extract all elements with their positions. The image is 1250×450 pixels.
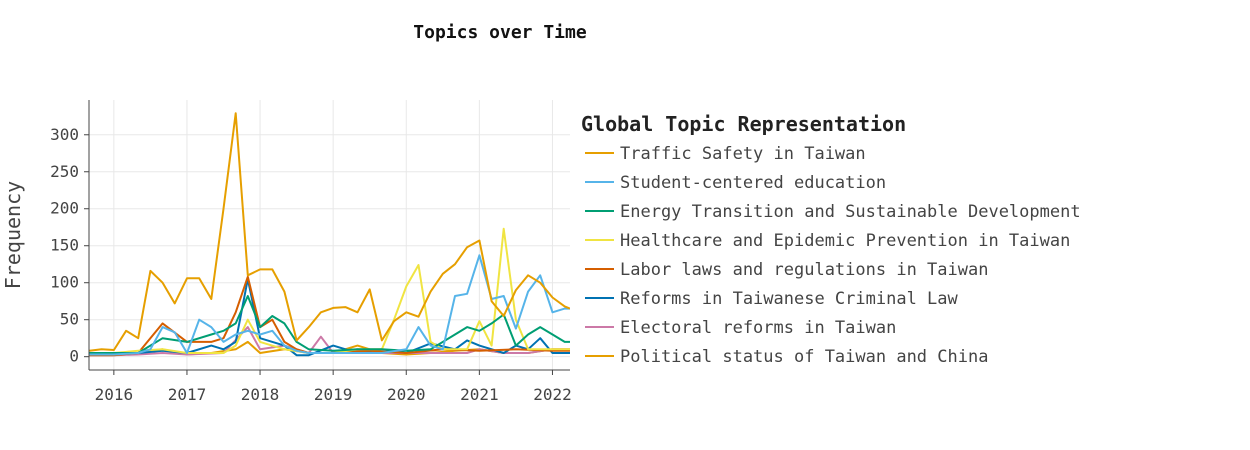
y-tick-label: 300 — [50, 125, 79, 144]
y-tick-label: 150 — [50, 236, 79, 255]
legend-label-student-centered-education: Student-centered education — [620, 173, 886, 193]
y-axis-label: Frequency — [1, 181, 25, 289]
grid — [89, 100, 570, 370]
x-tick-label: 2022 — [533, 385, 572, 404]
legend-label-energy-transition-and-sustainable-development: Energy Transition and Sustainable Develo… — [620, 202, 1081, 222]
chart-title: Topics over Time — [413, 22, 587, 43]
y-tick-label: 100 — [50, 273, 79, 292]
y-tick-label: 50 — [60, 310, 79, 329]
legend-label-political-status-of-taiwan-and-china: Political status of Taiwan and China — [620, 347, 988, 367]
x-tick-label: 2021 — [460, 385, 499, 404]
series-line-traffic-safety-in-taiwan — [89, 112, 570, 352]
series-line-reforms-in-taiwanese-criminal-law — [89, 278, 570, 357]
legend-label-reforms-in-taiwanese-criminal-law: Reforms in Taiwanese Criminal Law — [620, 289, 959, 309]
series-line-energy-transition-and-sustainable-development — [89, 295, 570, 354]
y-ticks: 0 50 100 150 200 250 300 — [50, 125, 89, 366]
axes — [88, 100, 570, 371]
y-tick-label: 200 — [50, 199, 79, 218]
legend-label-electoral-reforms-in-taiwan: Electoral reforms in Taiwan — [620, 318, 896, 338]
x-tick-label: 2018 — [241, 385, 280, 404]
legend-title: Global Topic Representation — [581, 112, 906, 136]
x-tick-label: 2019 — [314, 385, 353, 404]
legend: Global Topic Representation Traffic Safe… — [581, 112, 1081, 367]
legend-label-traffic-safety-in-taiwan: Traffic Safety in Taiwan — [620, 144, 866, 164]
legend-label-labor-laws-and-regulations-in-taiwan: Labor laws and regulations in Taiwan — [620, 260, 988, 280]
y-tick-label: 0 — [69, 347, 79, 366]
legend-label-healthcare-and-epidemic-prevention-in-taiwan: Healthcare and Epidemic Prevention in Ta… — [620, 231, 1070, 251]
x-tick-label: 2016 — [95, 385, 134, 404]
series-layer — [89, 112, 570, 357]
series-line-healthcare-and-epidemic-prevention-in-taiwan — [89, 227, 570, 354]
x-ticks: 2016 2017 2018 2019 2020 2021 2022 — [95, 370, 572, 404]
x-tick-label: 2017 — [168, 385, 207, 404]
x-tick-label: 2020 — [387, 385, 426, 404]
y-tick-label: 250 — [50, 162, 79, 181]
